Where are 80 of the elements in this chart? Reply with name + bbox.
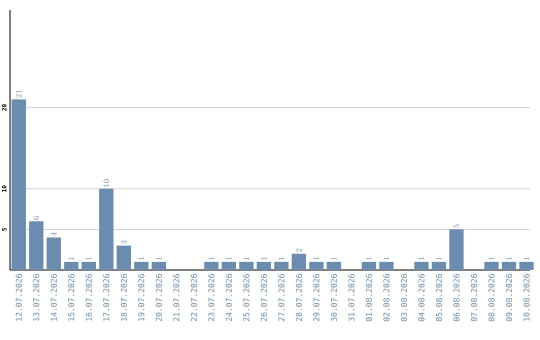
x-tick-label: 20.07.2026: [156, 274, 162, 322]
x-tick-label: 18.07.2026: [120, 274, 127, 321]
data-label: 1: [226, 257, 232, 260]
data-label: 1: [488, 257, 494, 260]
x-tick-label: 01.08.2026: [366, 274, 372, 322]
data-label: 1: [244, 257, 249, 260]
bar: [29, 221, 44, 270]
data-label: 1: [261, 257, 266, 260]
bar: [274, 262, 289, 270]
data-label: 1: [331, 257, 336, 260]
data-label: 1: [436, 257, 442, 260]
bar: [432, 262, 446, 270]
data-label: 1: [418, 257, 424, 260]
bar: [239, 262, 254, 270]
bar: [152, 262, 166, 270]
x-tick-label: 19.07.2026: [138, 274, 144, 321]
data-label: 5: [454, 224, 460, 228]
bar: [12, 99, 26, 270]
x-tick-label: 26.07.2026: [260, 274, 267, 322]
bar: [204, 262, 219, 270]
bar: [292, 254, 306, 270]
x-tick-label: 24.07.2026: [226, 274, 232, 322]
x-tick-label: 28.07.2026: [296, 274, 302, 322]
x-tick-label: 04.08.2026: [418, 274, 424, 322]
x-tick-label: 08.08.2026: [488, 274, 495, 322]
data-label: 1: [208, 257, 214, 260]
bar: [449, 229, 464, 270]
x-tick-label: 13.07.2026: [33, 274, 40, 321]
bar: [64, 262, 78, 270]
data-label: 2: [296, 248, 302, 252]
bar: [519, 262, 534, 270]
x-tick-label: 12.07.2026: [16, 274, 22, 321]
x-tick-label: 14.07.2026: [50, 274, 57, 321]
x-tick-label: 06.08.2026: [453, 274, 460, 322]
data-label: 1: [86, 257, 92, 260]
data-label: 10: [104, 179, 110, 187]
data-label: 1: [314, 257, 319, 260]
x-tick-label: 23.07.2026: [208, 274, 214, 322]
data-label: 1: [384, 257, 390, 260]
bar: [116, 246, 131, 270]
x-tick-label: 15.07.2026: [68, 274, 74, 321]
x-tick-label: 29.07.2026: [313, 274, 320, 322]
x-tick-label: 10.08.2026: [523, 274, 530, 321]
x-tick-label: 25.07.2026: [243, 274, 250, 322]
bar: [502, 262, 516, 270]
bar: [82, 262, 96, 270]
data-label: 1: [156, 257, 162, 260]
data-label: 21: [16, 90, 22, 98]
bar: [414, 262, 429, 270]
x-tick-label: 21.07.2026: [173, 274, 180, 322]
data-label: 1: [278, 257, 284, 260]
x-tick-label: 09.08.2026: [506, 274, 512, 322]
data-label: 1: [524, 257, 530, 260]
bar: [309, 262, 324, 270]
bar: [484, 262, 499, 270]
data-label: 1: [138, 257, 144, 260]
x-tick-label: 17.07.2026: [103, 274, 110, 321]
data-label: 1: [506, 257, 512, 260]
bar: [99, 188, 114, 270]
bar: [326, 262, 342, 270]
bar: [362, 262, 376, 270]
x-tick-label: 22.07.2026: [190, 274, 197, 322]
bar: [379, 262, 394, 270]
bar: [256, 262, 272, 270]
data-label: 6: [34, 216, 40, 220]
bar: [222, 262, 236, 270]
data-label: 4: [50, 232, 56, 236]
x-tick-label: 03.08.2026: [400, 274, 407, 322]
data-label: 1: [366, 257, 372, 260]
x-tick-label: 05.08.2026: [436, 274, 442, 322]
data-label: 1: [68, 257, 74, 260]
bar: [134, 262, 148, 270]
x-tick-label: 02.08.2026: [383, 274, 390, 322]
x-tick-label: 31.07.2026: [348, 274, 354, 322]
x-tick-label: 30.07.2026: [330, 274, 337, 322]
data-label: 3: [121, 240, 127, 244]
x-tick-label: 16.07.2026: [86, 274, 92, 321]
x-tick-label: 27.07.2026: [278, 274, 284, 322]
x-tick-label: 07.08.2026: [470, 274, 477, 322]
bar: [46, 238, 61, 270]
